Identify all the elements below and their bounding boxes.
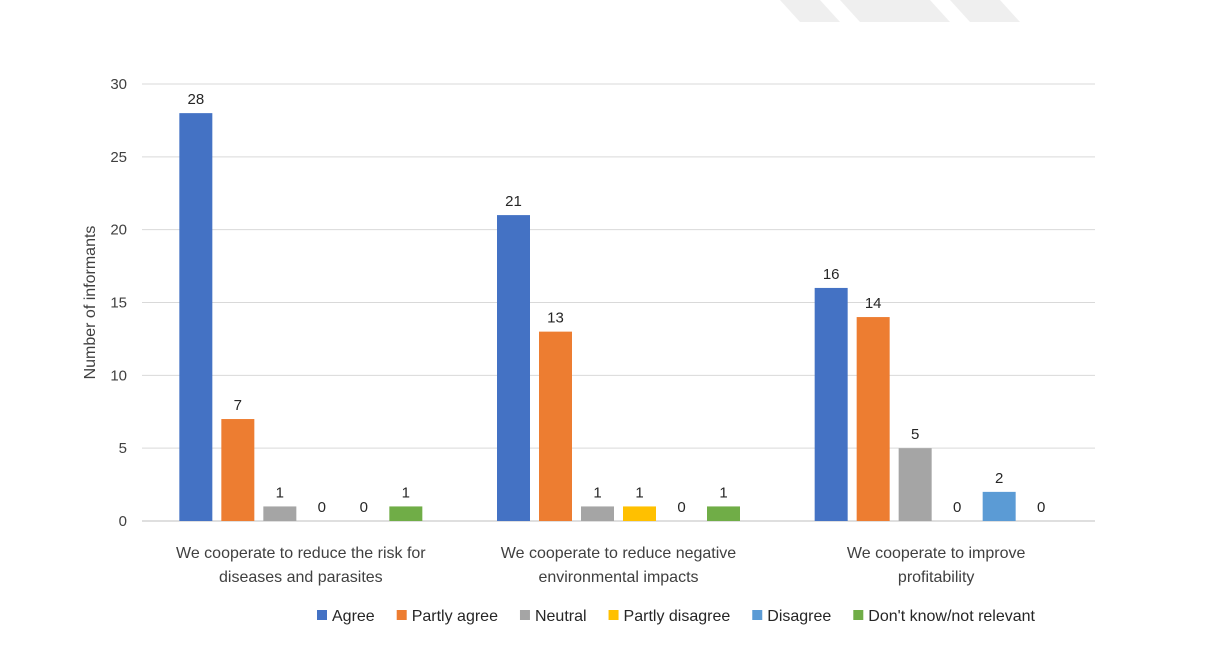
data-label: 0 xyxy=(360,499,368,516)
legend-swatch xyxy=(853,610,864,620)
data-label: 1 xyxy=(635,484,643,501)
y-tick-label: 15 xyxy=(110,295,127,312)
data-label: 1 xyxy=(719,484,727,501)
category-label: We cooperate to reduce negative xyxy=(501,545,737,562)
legend-label: Disagree xyxy=(767,608,831,625)
data-label: 0 xyxy=(318,499,326,516)
data-label: 0 xyxy=(677,499,685,516)
bar xyxy=(898,448,932,521)
legend-label: Neutral xyxy=(535,608,587,625)
legend-label: Agree xyxy=(332,608,375,625)
legend-label: Partly disagree xyxy=(624,608,731,625)
bar xyxy=(623,506,656,521)
category-label: We cooperate to reduce the risk for xyxy=(176,545,426,562)
data-label: 1 xyxy=(276,484,284,501)
bar xyxy=(814,287,848,521)
bar xyxy=(581,506,614,521)
legend-label: Don't know/not relevant xyxy=(868,608,1035,625)
bar xyxy=(539,331,572,521)
y-tick-label: 30 xyxy=(110,76,127,93)
data-label: 0 xyxy=(953,499,961,516)
bar xyxy=(179,113,213,521)
bar xyxy=(497,215,530,521)
y-axis-title: Number of informants xyxy=(82,226,99,380)
data-label: 14 xyxy=(865,295,882,312)
data-label: 1 xyxy=(593,484,601,501)
data-label: 16 xyxy=(823,266,840,283)
bar xyxy=(856,317,890,521)
y-tick-label: 10 xyxy=(110,367,127,384)
data-label: 28 xyxy=(187,91,204,108)
category-label: profitability xyxy=(898,569,974,586)
legend-swatch xyxy=(519,610,530,620)
bar xyxy=(389,506,423,521)
data-label: 21 xyxy=(505,193,522,210)
y-tick-label: 20 xyxy=(110,222,127,239)
bar xyxy=(982,491,1016,521)
bar xyxy=(707,506,740,521)
y-tick-label: 0 xyxy=(119,513,127,530)
legend-swatch xyxy=(752,610,763,620)
data-label: 5 xyxy=(911,426,919,443)
legend-swatch xyxy=(317,610,327,620)
data-label: 0 xyxy=(1037,499,1045,516)
bar xyxy=(221,419,255,521)
y-tick-label: 5 xyxy=(119,440,127,457)
legend-label: Partly agree xyxy=(412,608,498,625)
legend-swatch xyxy=(608,610,619,620)
data-label: 13 xyxy=(547,310,564,327)
data-label: 2 xyxy=(995,470,1003,487)
data-label: 7 xyxy=(234,397,242,414)
legend-swatch xyxy=(396,610,407,620)
watermark-shape xyxy=(780,0,1020,22)
bar xyxy=(263,506,297,521)
y-tick-label: 25 xyxy=(110,149,127,166)
category-label: environmental impacts xyxy=(538,569,698,586)
category-label: diseases and parasites xyxy=(219,569,383,586)
category-label: We cooperate to improve xyxy=(847,545,1026,562)
data-label: 1 xyxy=(402,484,410,501)
